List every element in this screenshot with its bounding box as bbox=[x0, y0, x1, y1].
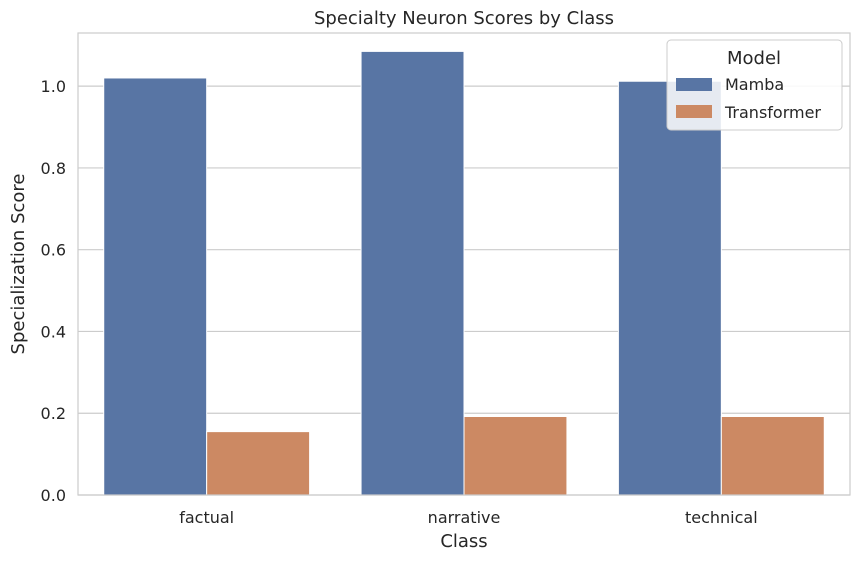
y-tick-label: 0.8 bbox=[41, 159, 66, 178]
legend: Model Mamba Transformer bbox=[666, 39, 843, 131]
legend-swatch-mamba bbox=[676, 78, 712, 91]
legend-label-transformer: Transformer bbox=[724, 103, 821, 122]
y-tick-label: 0.0 bbox=[41, 486, 66, 505]
chart-title: Specialty Neuron Scores by Class bbox=[314, 8, 614, 29]
x-tick-label-technical: technical bbox=[685, 508, 758, 527]
y-tick-label: 0.4 bbox=[41, 322, 66, 341]
y-axis-label: Specialization Score bbox=[8, 174, 29, 355]
bar-mamba-narrative bbox=[360, 50, 465, 496]
bar-transformer-factual bbox=[206, 431, 311, 496]
y-tick-label: 1.0 bbox=[41, 77, 66, 96]
x-tick-labels: factual narrative technical bbox=[179, 508, 757, 527]
legend-title: Model bbox=[727, 48, 781, 69]
legend-swatch-transformer bbox=[676, 105, 712, 118]
y-tick-label: 0.6 bbox=[41, 241, 66, 260]
legend-label-mamba: Mamba bbox=[725, 75, 784, 94]
bar-transformer-technical bbox=[720, 416, 825, 496]
x-tick-label-factual: factual bbox=[179, 508, 234, 527]
bars bbox=[103, 50, 825, 496]
plot-frame bbox=[77, 32, 851, 496]
x-tick-label-narrative: narrative bbox=[428, 508, 501, 527]
bar-mamba-technical bbox=[617, 80, 722, 496]
bar-transformer-narrative bbox=[463, 416, 568, 496]
bar-mamba-factual bbox=[103, 77, 208, 496]
y-tick-label: 0.2 bbox=[41, 404, 66, 423]
x-axis-label: Class bbox=[440, 531, 487, 552]
y-tick-labels: 0.0 0.2 0.4 0.6 0.8 1.0 bbox=[41, 77, 66, 505]
